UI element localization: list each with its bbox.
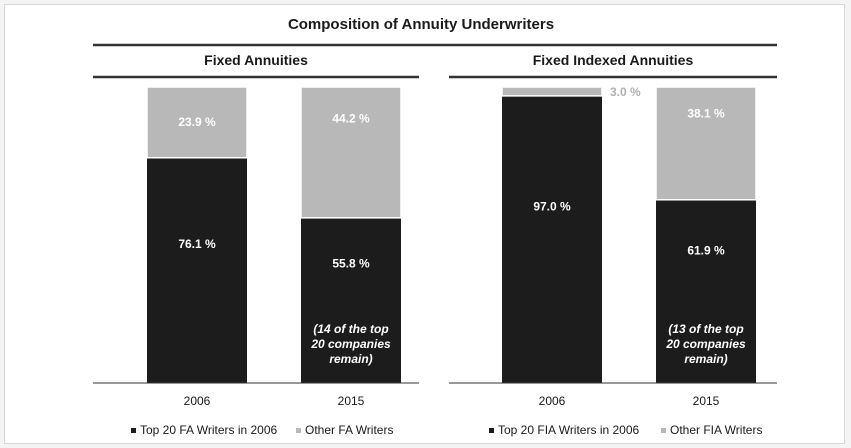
bar-segment — [502, 95, 602, 383]
annotation-line: remain) — [329, 352, 372, 366]
bar-segment — [300, 86, 402, 219]
annotation-line: remain) — [684, 352, 727, 366]
data-label: 97.0 % — [533, 200, 571, 214]
data-label: 55.8 % — [332, 256, 370, 270]
x-tick-label: 2015 — [693, 394, 720, 408]
legend-label: Other FA Writers — [305, 423, 393, 437]
bar-segment — [301, 217, 401, 383]
panel-2: Fixed Indexed Annuities 97.0 % 3.0 % 2006 61… — [449, 52, 777, 437]
bar-segment — [656, 199, 756, 383]
data-label: 3.0 % — [610, 85, 641, 99]
data-label: 38.1 % — [687, 106, 725, 120]
legend-label: Other FIA Writers — [670, 423, 762, 437]
data-label: 76.1 % — [178, 237, 216, 251]
x-tick-label: 2006 — [184, 394, 211, 408]
panel-title: Fixed Indexed Annuities — [533, 52, 694, 68]
legend-swatch — [296, 428, 301, 433]
data-label: 44.2 % — [332, 111, 370, 125]
legend-swatch — [131, 428, 136, 433]
bar-segment — [501, 86, 603, 97]
legend-label: Top 20 FIA Writers in 2006 — [498, 423, 640, 437]
chart-panels: Fixed Annuities 76.1 % 23.9 % 2006 55.8 % 44.… — [93, 52, 777, 437]
annotation-line: (13 of the top — [668, 322, 743, 336]
legend-label: Top 20 FA Writers in 2006 — [140, 423, 278, 437]
legend-swatch — [489, 428, 494, 433]
chart-title: Composition of Annuity Underwriters — [288, 16, 554, 33]
bar-segment — [146, 86, 248, 159]
panel-1: Fixed Annuities 76.1 % 23.9 % 2006 55.8 % 44.… — [93, 52, 419, 437]
annotation-line: 20 companies — [310, 337, 391, 351]
x-tick-label: 2006 — [539, 394, 566, 408]
x-tick-label: 2015 — [338, 394, 365, 408]
data-label: 23.9 % — [178, 115, 216, 129]
bar-segment — [147, 157, 247, 383]
annotation-line: (14 of the top — [313, 322, 388, 336]
chart-figure: Composition of Annuity Underwriters Fixe… — [93, 16, 777, 437]
bar-segment — [655, 86, 757, 201]
data-label: 61.9 % — [687, 244, 725, 258]
panel-title: Fixed Annuities — [204, 52, 308, 68]
legend-swatch — [661, 428, 666, 433]
annotation-line: 20 companies — [665, 337, 746, 351]
chart-frame: Composition of Annuity Underwriters Fixe… — [4, 4, 845, 444]
